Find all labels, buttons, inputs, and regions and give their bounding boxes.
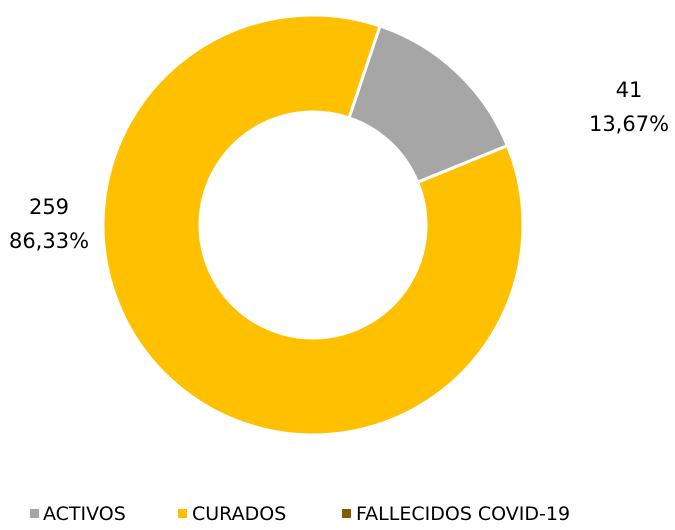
chart-slices bbox=[103, 15, 523, 435]
data-label-value-curados: 259 bbox=[29, 195, 69, 219]
legend-label-curados: CURADOS bbox=[192, 503, 286, 525]
legend-swatch-fallecidos-covid-19 bbox=[342, 509, 351, 518]
legend-label-activos: ACTIVOS bbox=[43, 503, 126, 525]
data-label-percent-activos: 13,67% bbox=[589, 112, 669, 136]
chart-legend: ACTIVOS CURADOS FALLECIDOS COVID-19 bbox=[30, 503, 570, 525]
legend-swatch-curados bbox=[178, 509, 187, 518]
legend-swatch-activos bbox=[30, 509, 39, 518]
data-label-percent-curados: 86,33% bbox=[9, 229, 89, 253]
legend-label-fallecidos-covid-19: FALLECIDOS COVID-19 bbox=[356, 503, 570, 525]
data-label-value-activos: 41 bbox=[616, 78, 643, 102]
